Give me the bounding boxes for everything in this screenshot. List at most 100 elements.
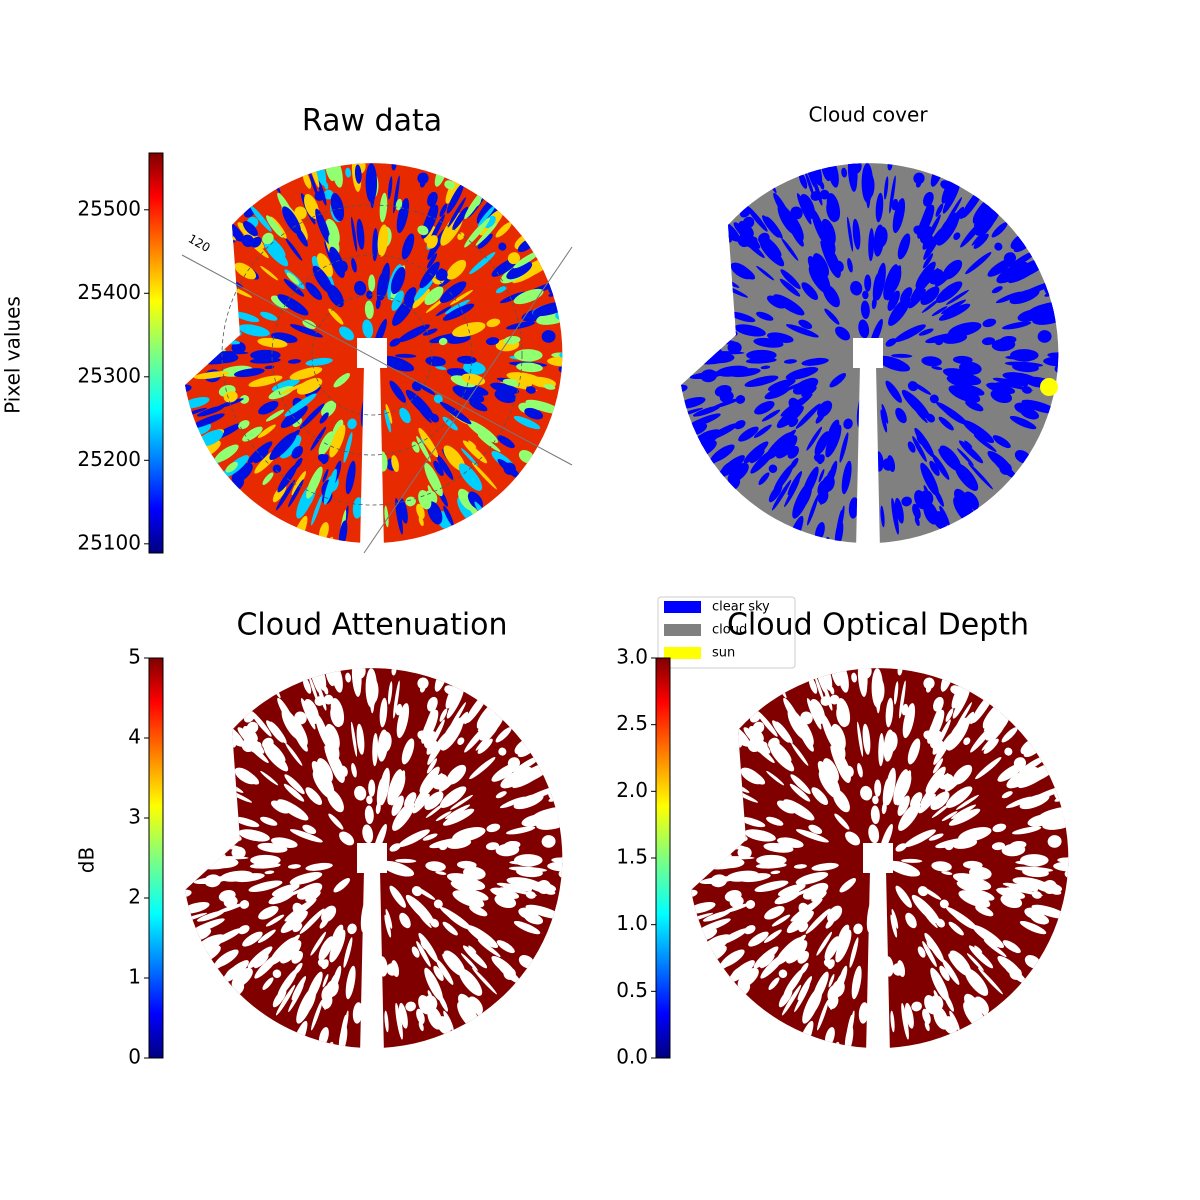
image-texture <box>243 726 258 742</box>
image-texture <box>948 385 981 403</box>
image-texture <box>823 758 839 782</box>
image-texture <box>1019 920 1047 935</box>
image-texture <box>399 407 411 424</box>
image-texture <box>844 1025 854 1049</box>
image-texture <box>894 324 926 343</box>
image-texture <box>798 171 808 189</box>
image-texture <box>914 490 928 510</box>
image-texture <box>735 395 746 404</box>
sun <box>1043 880 1057 894</box>
image-texture <box>941 871 953 875</box>
image-texture <box>267 236 286 257</box>
image-texture <box>347 418 357 430</box>
image-texture <box>877 355 911 372</box>
image-texture <box>443 505 454 526</box>
image-texture <box>744 829 776 842</box>
image-texture <box>279 435 302 459</box>
image-texture <box>426 758 438 774</box>
image-texture <box>299 908 325 934</box>
image-texture <box>731 966 744 978</box>
image-texture <box>787 471 803 496</box>
image-texture <box>942 959 960 985</box>
image-texture <box>932 454 950 480</box>
image-texture <box>291 445 304 459</box>
image-texture <box>543 384 556 390</box>
image-texture <box>463 866 486 880</box>
image-texture <box>1009 349 1039 362</box>
image-texture <box>886 266 902 295</box>
image-texture <box>1009 415 1037 430</box>
image-texture <box>257 929 276 943</box>
image-texture <box>818 770 839 799</box>
image-texture <box>291 950 304 964</box>
image-texture <box>223 391 238 403</box>
image-texture <box>272 969 282 978</box>
image-texture <box>778 969 788 978</box>
image-texture <box>923 677 935 690</box>
image-texture <box>305 282 323 300</box>
image-texture <box>801 357 829 366</box>
image-texture <box>730 262 753 280</box>
image-texture <box>914 427 935 458</box>
image-texture <box>419 261 440 289</box>
image-texture <box>1012 766 1039 785</box>
image-texture <box>405 496 416 507</box>
image-texture <box>194 311 209 324</box>
image-texture <box>516 867 543 878</box>
image-texture <box>824 308 840 325</box>
image-texture <box>460 448 478 466</box>
image-texture <box>262 737 274 750</box>
image-texture <box>249 357 281 364</box>
image-texture <box>193 371 229 380</box>
image-texture <box>739 873 771 883</box>
image-texture <box>829 686 835 695</box>
image-texture <box>513 793 544 810</box>
image-texture <box>305 787 323 805</box>
image-texture <box>185 889 192 898</box>
image-texture <box>729 896 744 908</box>
image-texture <box>315 713 331 749</box>
image-texture <box>781 984 802 1016</box>
image-texture <box>219 331 237 336</box>
image-texture <box>881 403 889 424</box>
colorbar-label: Pixel values <box>1 296 25 414</box>
image-texture <box>692 813 705 820</box>
image-texture <box>721 461 734 473</box>
image-texture <box>941 773 954 786</box>
image-texture <box>691 845 703 858</box>
image-texture <box>686 342 706 353</box>
image-texture <box>506 321 536 330</box>
camera-arm <box>866 870 890 1055</box>
image-texture <box>920 286 940 305</box>
image-texture <box>1037 330 1052 343</box>
image-texture <box>843 418 853 430</box>
image-texture <box>773 464 794 493</box>
image-texture <box>466 420 499 444</box>
image-texture <box>425 298 445 313</box>
image-texture <box>513 349 543 362</box>
image-texture <box>433 965 444 981</box>
image-texture <box>962 860 983 869</box>
polar-grid <box>311 294 433 416</box>
image-texture <box>512 771 542 789</box>
image-texture <box>187 841 202 855</box>
image-texture <box>356 218 365 250</box>
image-texture <box>958 890 991 908</box>
image-texture <box>977 967 1003 995</box>
image-texture <box>765 432 793 461</box>
image-texture <box>922 253 934 269</box>
image-texture <box>923 730 935 741</box>
image-texture <box>744 925 756 935</box>
image-texture <box>958 711 975 736</box>
image-texture <box>834 738 846 760</box>
image-texture <box>881 802 887 815</box>
image-texture <box>306 971 323 1004</box>
image-texture <box>427 501 443 525</box>
image-texture <box>745 900 756 909</box>
image-texture <box>780 393 813 417</box>
image-texture <box>323 189 334 200</box>
image-texture <box>375 802 381 815</box>
image-texture <box>238 420 250 430</box>
image-texture <box>945 708 954 722</box>
image-texture <box>197 817 222 826</box>
